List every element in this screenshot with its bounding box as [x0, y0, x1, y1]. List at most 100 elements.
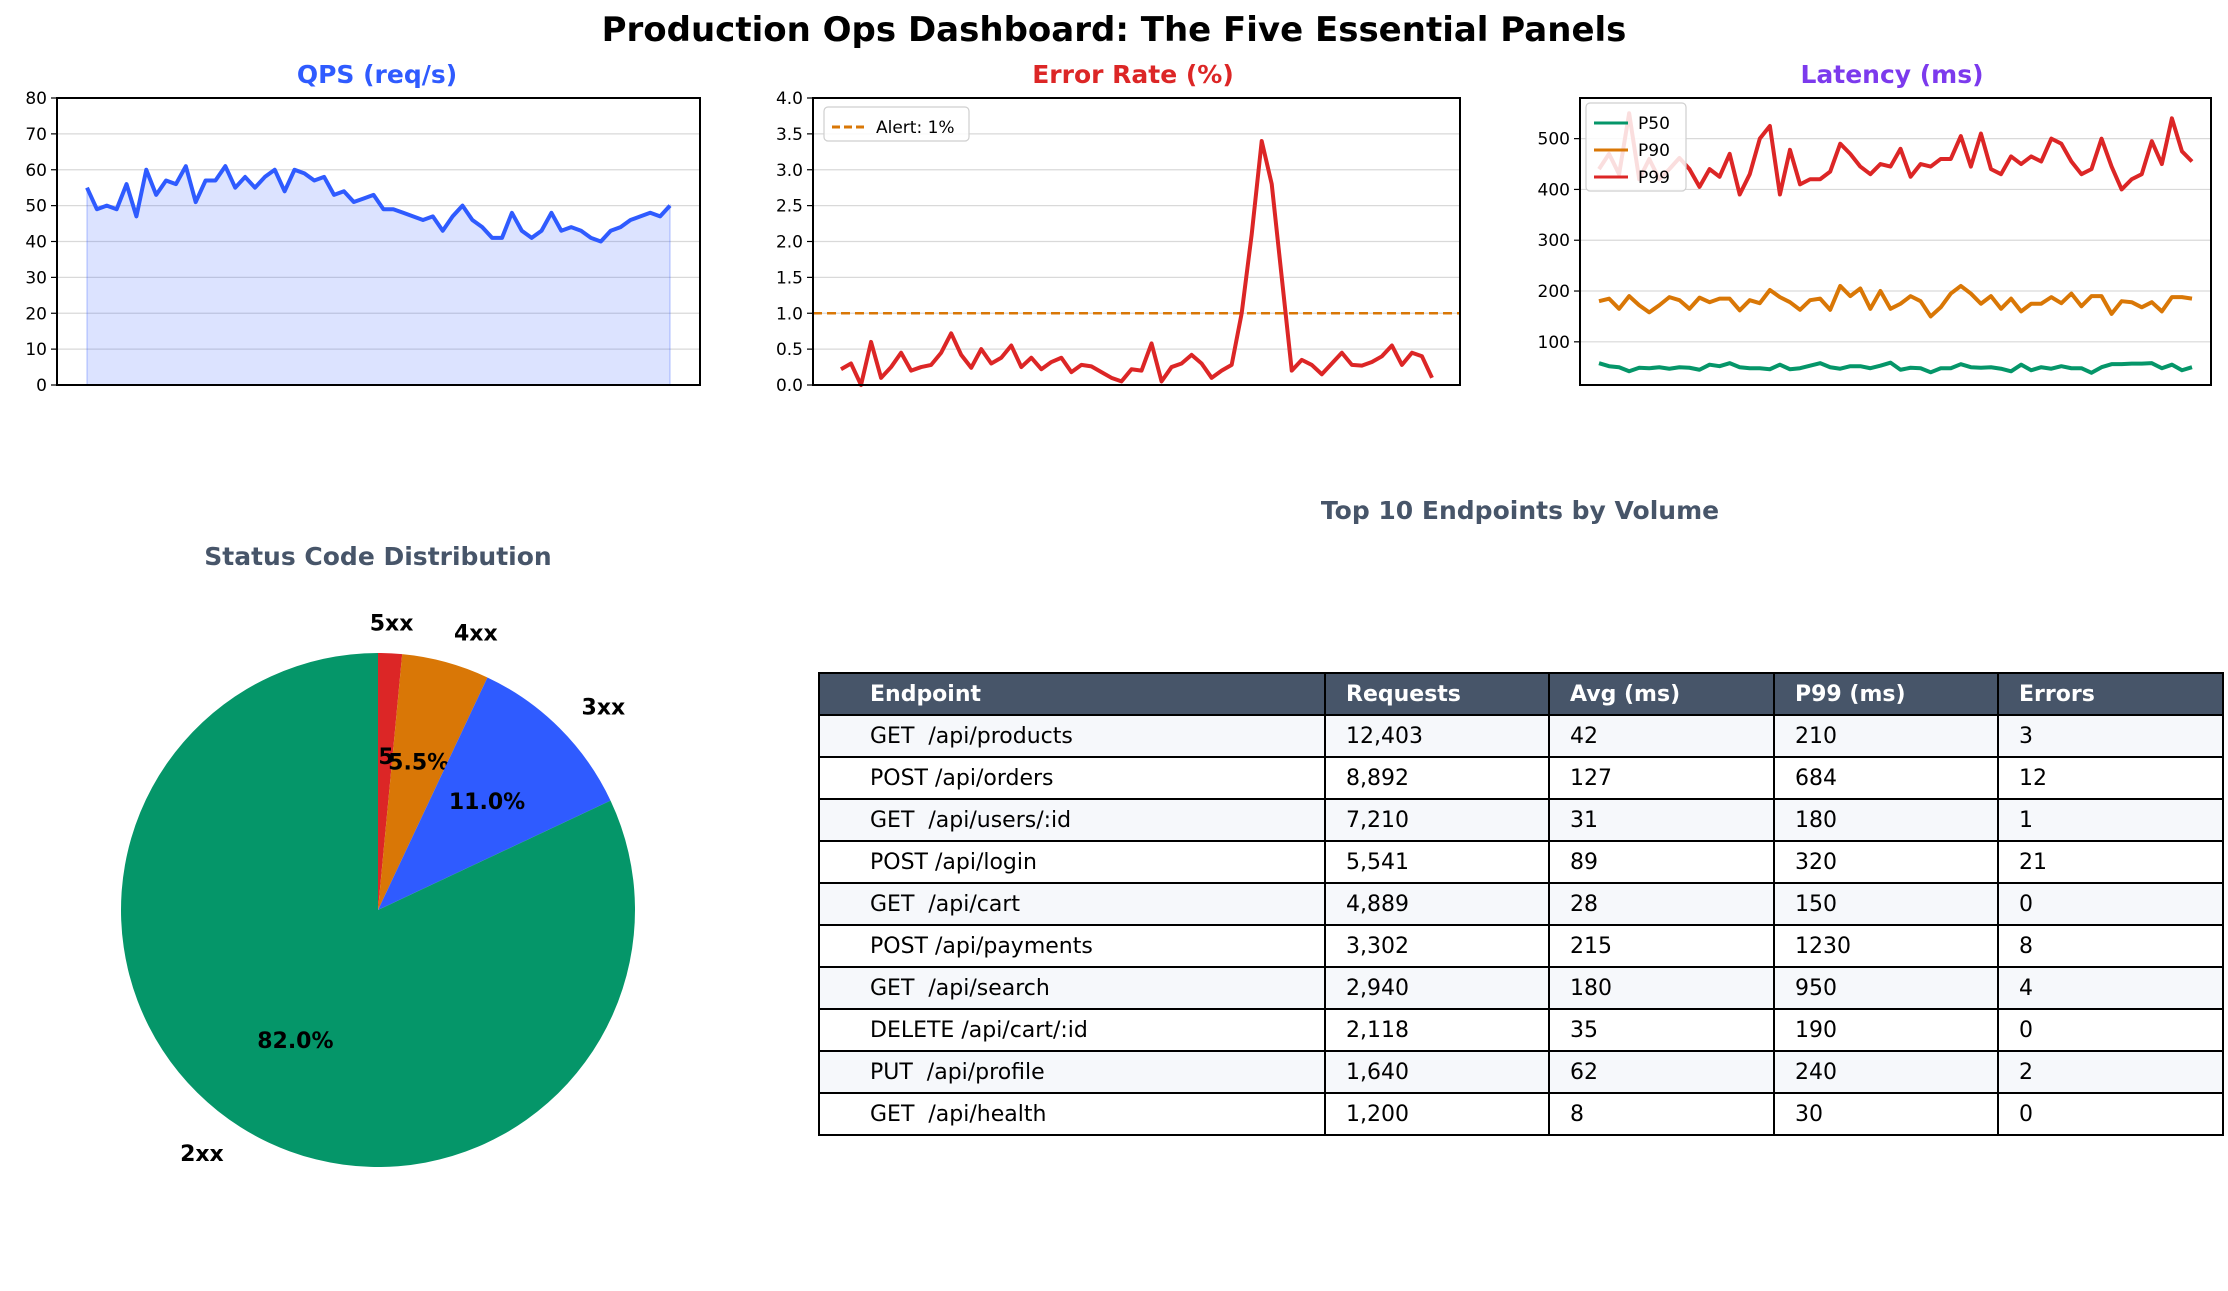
pie-slice-4xx [378, 654, 488, 910]
table-cell: 5,541 [1324, 840, 1550, 884]
column-header: Errors [1997, 672, 2224, 716]
table-cell: 0 [1997, 1092, 2224, 1136]
table-cell: 7,210 [1324, 798, 1550, 842]
table-cell: 2 [1997, 1050, 2224, 1094]
column-header: Avg (ms) [1548, 672, 1775, 716]
table-cell: 2,118 [1324, 1008, 1550, 1052]
table-cell: 1230 [1773, 924, 1999, 968]
y-tick-label: 60 [25, 161, 47, 181]
y-tick-label: 2.0 [776, 233, 803, 253]
table-cell: 89 [1548, 840, 1775, 884]
table-cell: GET /api/cart [818, 882, 1326, 926]
table-row: POST /api/login 5,541 89 320 21 [818, 840, 2224, 884]
y-tick-label: 30 [25, 268, 47, 288]
table-cell: GET /api/products [818, 714, 1326, 758]
table-cell: 8 [1997, 924, 2224, 968]
qps-line [85, 164, 672, 244]
y-tick-label: 0 [36, 376, 47, 396]
table-cell: 8,892 [1324, 756, 1550, 800]
column-header: Endpoint [818, 672, 1326, 716]
table-cell: 8 [1548, 1092, 1775, 1136]
table-cell: 31 [1548, 798, 1775, 842]
table-row: POST /api/payments 3,302 215 1230 8 [818, 924, 2224, 968]
table-cell: 320 [1773, 840, 1999, 884]
pie-category-label: 5xx [370, 611, 414, 636]
y-tick-label: 400 [1538, 180, 1570, 200]
table-cell: 684 [1773, 756, 1999, 800]
table-cell: 28 [1548, 882, 1775, 926]
y-tick-label: 300 [1538, 231, 1570, 251]
pie-percent-label: 82.0% [257, 1029, 333, 1054]
latency-chart: 100 200 300 400 500 P50 P90 P99 [1538, 97, 2212, 386]
table-row: GET /api/users/:id 7,210 31 180 1 [818, 798, 2224, 842]
table-cell: 127 [1548, 756, 1775, 800]
table-cell: 1,640 [1324, 1050, 1550, 1094]
table-cell: POST /api/payments [818, 924, 1326, 968]
table-cell: 42 [1548, 714, 1775, 758]
pie-slice-5xx [378, 653, 403, 910]
table-cell: POST /api/login [818, 840, 1326, 884]
table-cell: GET /api/search [818, 966, 1326, 1010]
legend-label: Alert: 1% [876, 118, 955, 138]
qps-chart: 0 10 20 30 40 50 60 70 80 [25, 89, 701, 396]
table-cell: 12,403 [1324, 714, 1550, 758]
plot-frame [1579, 97, 2212, 386]
table-cell: 35 [1548, 1008, 1775, 1052]
table-cell: 210 [1773, 714, 1999, 758]
y-tick-label: 80 [25, 89, 47, 109]
table-row: GET /api/health 1,200 8 30 0 [818, 1092, 2224, 1136]
y-tick-label: 500 [1538, 130, 1570, 150]
table-cell: 1,200 [1324, 1092, 1550, 1136]
y-tick-label: 20 [25, 304, 47, 324]
y-tick-label: 3.0 [776, 161, 803, 181]
table-cell: POST /api/orders [818, 756, 1326, 800]
endpoints-table-title: Top 10 Endpoints by Volume [1320, 496, 1720, 525]
y-tick-label: 4.0 [776, 89, 803, 109]
y-tick-label: 10 [25, 340, 47, 360]
table-row: DELETE /api/cart/:id 2,118 35 190 0 [818, 1008, 2224, 1052]
table-cell: 4 [1997, 966, 2224, 1010]
table-cell: 12 [1997, 756, 2224, 800]
table-cell: 30 [1773, 1092, 1999, 1136]
table-header-row: Endpoint Requests Avg (ms) P99 (ms) Erro… [818, 672, 2224, 716]
status-pie-title: Status Code Distribution [204, 542, 552, 571]
y-tick-label: 0.0 [776, 376, 803, 396]
pie-slice-2xx [120, 653, 635, 1167]
y-tick-label: 50 [25, 197, 47, 217]
table-cell: 215 [1548, 924, 1775, 968]
table-cell: 240 [1773, 1050, 1999, 1094]
plot-frame [56, 97, 701, 386]
table-cell: 0 [1997, 1008, 2224, 1052]
y-tick-label: 1.5 [776, 268, 803, 288]
table-cell: 62 [1548, 1050, 1775, 1094]
qps-panel-title: QPS (req/s) [296, 60, 458, 89]
table-row: POST /api/orders 8,892 127 684 12 [818, 756, 2224, 800]
pie-percent-label: 5.5% [388, 750, 449, 775]
endpoints-table: Endpoint Requests Avg (ms) P99 (ms) Erro… [818, 672, 2224, 1136]
table-cell: 2,940 [1324, 966, 1550, 1010]
pie-category-label: 4xx [454, 621, 498, 646]
table-row: GET /api/cart 4,889 28 150 0 [818, 882, 2224, 926]
y-tick-label: 40 [25, 233, 47, 253]
table-row: GET /api/products 12,403 42 210 3 [818, 714, 2224, 758]
column-header: P99 (ms) [1773, 672, 1999, 716]
table-cell: 950 [1773, 966, 1999, 1010]
dashboard-title: Production Ops Dashboard: The Five Essen… [601, 10, 1627, 50]
table-cell: DELETE /api/cart/:id [818, 1008, 1326, 1052]
legend-label: P50 [1638, 114, 1670, 134]
table-cell: 21 [1997, 840, 2224, 884]
table-cell: 180 [1773, 798, 1999, 842]
p50-line [1598, 360, 2193, 375]
table-cell: 3,302 [1324, 924, 1550, 968]
table-cell: PUT /api/profile [818, 1050, 1326, 1094]
error-rate-chart: 0.0 0.5 1.0 1.5 2.0 2.5 3.0 3.5 4.0 Alert: 1% [776, 89, 1461, 396]
legend-box [1585, 102, 1687, 192]
column-header: Requests [1324, 672, 1550, 716]
y-tick-label: 100 [1538, 333, 1570, 353]
plot-frame [812, 97, 1461, 386]
y-tick-label: 0.5 [776, 340, 803, 360]
pie-percent-label: 11.0% [449, 790, 525, 815]
y-tick-label: 1.0 [776, 304, 803, 324]
table-cell: 1 [1997, 798, 2224, 842]
